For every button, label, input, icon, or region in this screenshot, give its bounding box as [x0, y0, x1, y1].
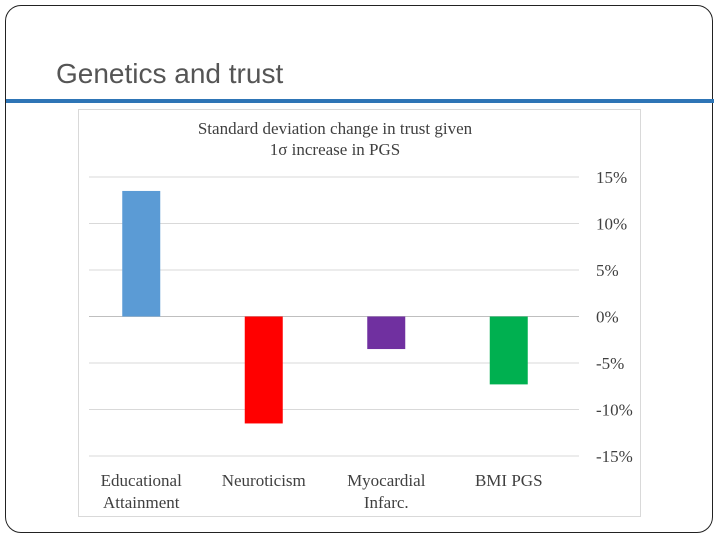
slide-frame — [5, 5, 713, 533]
bar — [489, 316, 528, 385]
y-tick-label: -15% — [596, 447, 633, 466]
chart-container: Standard deviation change in trust given… — [78, 109, 641, 517]
y-tick-label: -5% — [596, 354, 624, 373]
bar — [122, 190, 161, 317]
x-category-label: BMI PGS — [475, 471, 543, 490]
y-tick-label: 5% — [596, 261, 619, 280]
x-category-label: Neuroticism — [222, 471, 306, 490]
chart-title-line: 1σ increase in PGS — [270, 140, 401, 159]
x-category-label: Myocardial — [347, 471, 426, 490]
chart-title-line: Standard deviation change in trust given — [198, 119, 473, 138]
bar-chart: Standard deviation change in trust given… — [89, 119, 633, 512]
bar — [244, 316, 283, 424]
title-rule — [6, 99, 714, 103]
y-tick-label: 0% — [596, 308, 619, 327]
y-tick-label: 15% — [596, 168, 627, 187]
x-category-label: Infarc. — [364, 493, 409, 512]
x-category-label: Attainment — [103, 493, 180, 512]
y-tick-label: -10% — [596, 401, 633, 420]
bar — [367, 316, 406, 350]
slide-title: Genetics and trust — [56, 58, 284, 89]
y-tick-label: 10% — [596, 215, 627, 234]
x-category-label: Educational — [101, 471, 182, 490]
